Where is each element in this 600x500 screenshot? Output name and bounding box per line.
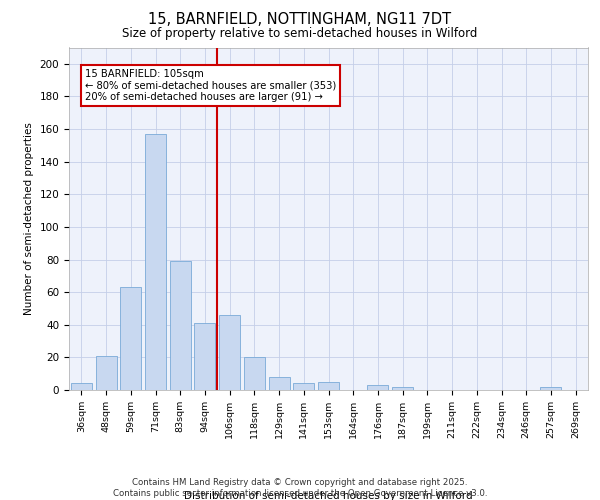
Text: 15, BARNFIELD, NOTTINGHAM, NG11 7DT: 15, BARNFIELD, NOTTINGHAM, NG11 7DT: [148, 12, 452, 28]
Bar: [541, 386, 562, 390]
Y-axis label: Number of semi-detached properties: Number of semi-detached properties: [24, 122, 34, 315]
Bar: [269, 377, 290, 390]
Bar: [318, 382, 339, 390]
Bar: [170, 261, 191, 390]
Bar: [194, 323, 215, 390]
Bar: [244, 358, 265, 390]
Bar: [367, 385, 388, 390]
Bar: [219, 315, 240, 390]
Text: Contains HM Land Registry data © Crown copyright and database right 2025.
Contai: Contains HM Land Registry data © Crown c…: [113, 478, 487, 498]
Bar: [145, 134, 166, 390]
Bar: [293, 384, 314, 390]
Bar: [71, 384, 92, 390]
X-axis label: Distribution of semi-detached houses by size in Wilford: Distribution of semi-detached houses by …: [184, 491, 473, 500]
Bar: [120, 287, 141, 390]
Bar: [392, 386, 413, 390]
Text: 15 BARNFIELD: 105sqm
← 80% of semi-detached houses are smaller (353)
20% of semi: 15 BARNFIELD: 105sqm ← 80% of semi-detac…: [85, 68, 337, 102]
Text: Size of property relative to semi-detached houses in Wilford: Size of property relative to semi-detach…: [122, 28, 478, 40]
Bar: [95, 356, 116, 390]
